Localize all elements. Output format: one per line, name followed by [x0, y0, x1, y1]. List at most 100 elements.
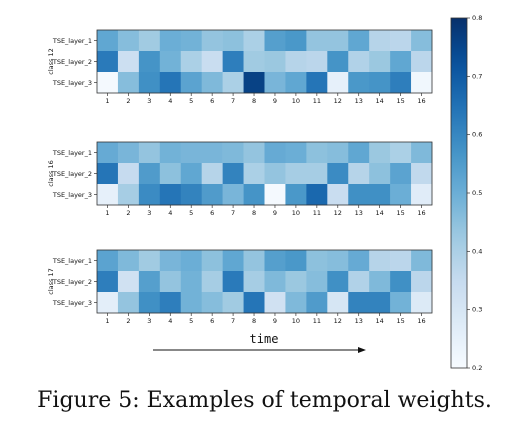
- row-label: TSE_layer_2: [52, 170, 92, 178]
- heatmap-cell: [97, 184, 119, 206]
- x-tick-label: 1: [105, 97, 109, 105]
- heatmap-cell: [159, 271, 182, 293]
- heatmap-cell: [390, 142, 412, 164]
- heatmap-cell: [138, 184, 161, 206]
- heatmap-cell: [138, 250, 161, 272]
- heatmap-cell: [243, 292, 265, 314]
- heatmap-cell: [180, 271, 202, 293]
- heatmap-cell: [348, 72, 370, 94]
- heatmap-cell: [117, 184, 140, 206]
- heatmap-cell: [348, 250, 370, 272]
- x-tick-label: 2: [126, 97, 130, 105]
- x-tick-label: 2: [126, 317, 130, 325]
- heatmap-cell: [306, 72, 328, 94]
- x-tick-label: 16: [417, 317, 425, 325]
- row-label: TSE_layer_3: [52, 299, 92, 307]
- heatmap-cell: [159, 51, 182, 73]
- x-tick-label: 11: [313, 317, 321, 325]
- heatmap-cell: [97, 163, 119, 185]
- heatmap-cell: [327, 292, 349, 314]
- x-tick-label: 12: [334, 317, 342, 325]
- x-tick-label: 14: [376, 317, 384, 325]
- heatmap-cell: [243, 250, 265, 272]
- heatmap-cell: [222, 250, 244, 272]
- x-tick-label: 9: [273, 209, 277, 217]
- heatmap-cell: [117, 142, 140, 164]
- heatmap-cell: [327, 184, 349, 206]
- x-tick-label: 6: [210, 209, 214, 217]
- heatmap-cell: [327, 142, 349, 164]
- heatmap-cell: [369, 51, 391, 73]
- heatmap-cell: [222, 292, 244, 314]
- x-tick-label: 4: [168, 209, 172, 217]
- heatmap-cell: [180, 72, 202, 94]
- row-label: TSE_layer_3: [52, 79, 92, 87]
- heatmap-cell: [411, 51, 433, 73]
- heatmap-cell: [117, 30, 140, 52]
- heatmap-cell: [222, 30, 244, 52]
- heatmap-cell: [411, 271, 433, 293]
- heatmap-cell: [117, 72, 140, 94]
- row-label: TSE_layer_3: [52, 191, 92, 199]
- heatmap-cell: [327, 30, 349, 52]
- x-tick-label: 15: [396, 317, 404, 325]
- heatmap-cell: [222, 72, 244, 94]
- x-tick-label: 11: [313, 97, 321, 105]
- x-tick-label: 13: [355, 317, 363, 325]
- heatmap-cell: [264, 292, 286, 314]
- x-tick-label: 12: [334, 97, 342, 105]
- heatmap-cell: [285, 271, 307, 293]
- x-tick-label: 10: [292, 209, 300, 217]
- heatmap-cell: [390, 163, 412, 185]
- heatmap-cell: [285, 51, 307, 73]
- heatmap-cell: [243, 51, 265, 73]
- heatmap-cell: [138, 51, 161, 73]
- heatmap-cell: [97, 51, 119, 73]
- x-tick-label: 8: [252, 209, 256, 217]
- heatmap-cell: [264, 30, 286, 52]
- colorbar-tick-label: 0.6: [472, 131, 482, 139]
- heatmap-cell: [285, 292, 307, 314]
- heatmap-cell: [348, 30, 370, 52]
- heatmap-cell: [369, 184, 391, 206]
- heatmap-cell: [306, 250, 328, 272]
- heatmap-cell: [201, 51, 223, 73]
- time-arrowhead: [358, 347, 366, 353]
- heatmap-cell: [369, 72, 391, 94]
- colorbar-tick-label: 0.4: [472, 247, 482, 255]
- x-tick-label: 12: [334, 209, 342, 217]
- colorbar-tick-label: 0.8: [472, 14, 482, 22]
- colorbar-tick-label: 0.5: [472, 189, 482, 197]
- heatmap-cell: [159, 30, 182, 52]
- figure-caption: Figure 5: Examples of temporal weights.: [37, 388, 492, 413]
- heatmap-cell: [285, 250, 307, 272]
- time-axis-label: time: [250, 332, 279, 346]
- heatmap-cell: [243, 72, 265, 94]
- heatmap-cell: [264, 142, 286, 164]
- x-tick-label: 11: [313, 209, 321, 217]
- heatmap-cell: [180, 292, 202, 314]
- heatmap-cell: [243, 271, 265, 293]
- x-tick-label: 3: [147, 97, 151, 105]
- heatmap-cell: [369, 271, 391, 293]
- x-tick-label: 5: [189, 97, 193, 105]
- heatmap-cell: [159, 72, 182, 94]
- x-tick-label: 8: [252, 97, 256, 105]
- x-tick-label: 13: [355, 97, 363, 105]
- heatmap-cell: [411, 72, 433, 94]
- heatmap-cell: [222, 51, 244, 73]
- x-tick-label: 4: [168, 97, 172, 105]
- heatmap-cell: [369, 163, 391, 185]
- heatmap-cell: [285, 163, 307, 185]
- row-label: TSE_layer_1: [52, 37, 92, 45]
- heatmap-cell: [243, 30, 265, 52]
- heatmap-cell: [411, 184, 433, 206]
- x-tick-label: 3: [147, 209, 151, 217]
- heatmap-cell: [348, 51, 370, 73]
- heatmap-cell: [327, 51, 349, 73]
- x-tick-label: 7: [231, 97, 235, 105]
- heatmap-cell: [264, 72, 286, 94]
- heatmap-cell: [264, 184, 286, 206]
- heatmap-cell: [285, 142, 307, 164]
- panel-class-label: class 12: [47, 48, 55, 74]
